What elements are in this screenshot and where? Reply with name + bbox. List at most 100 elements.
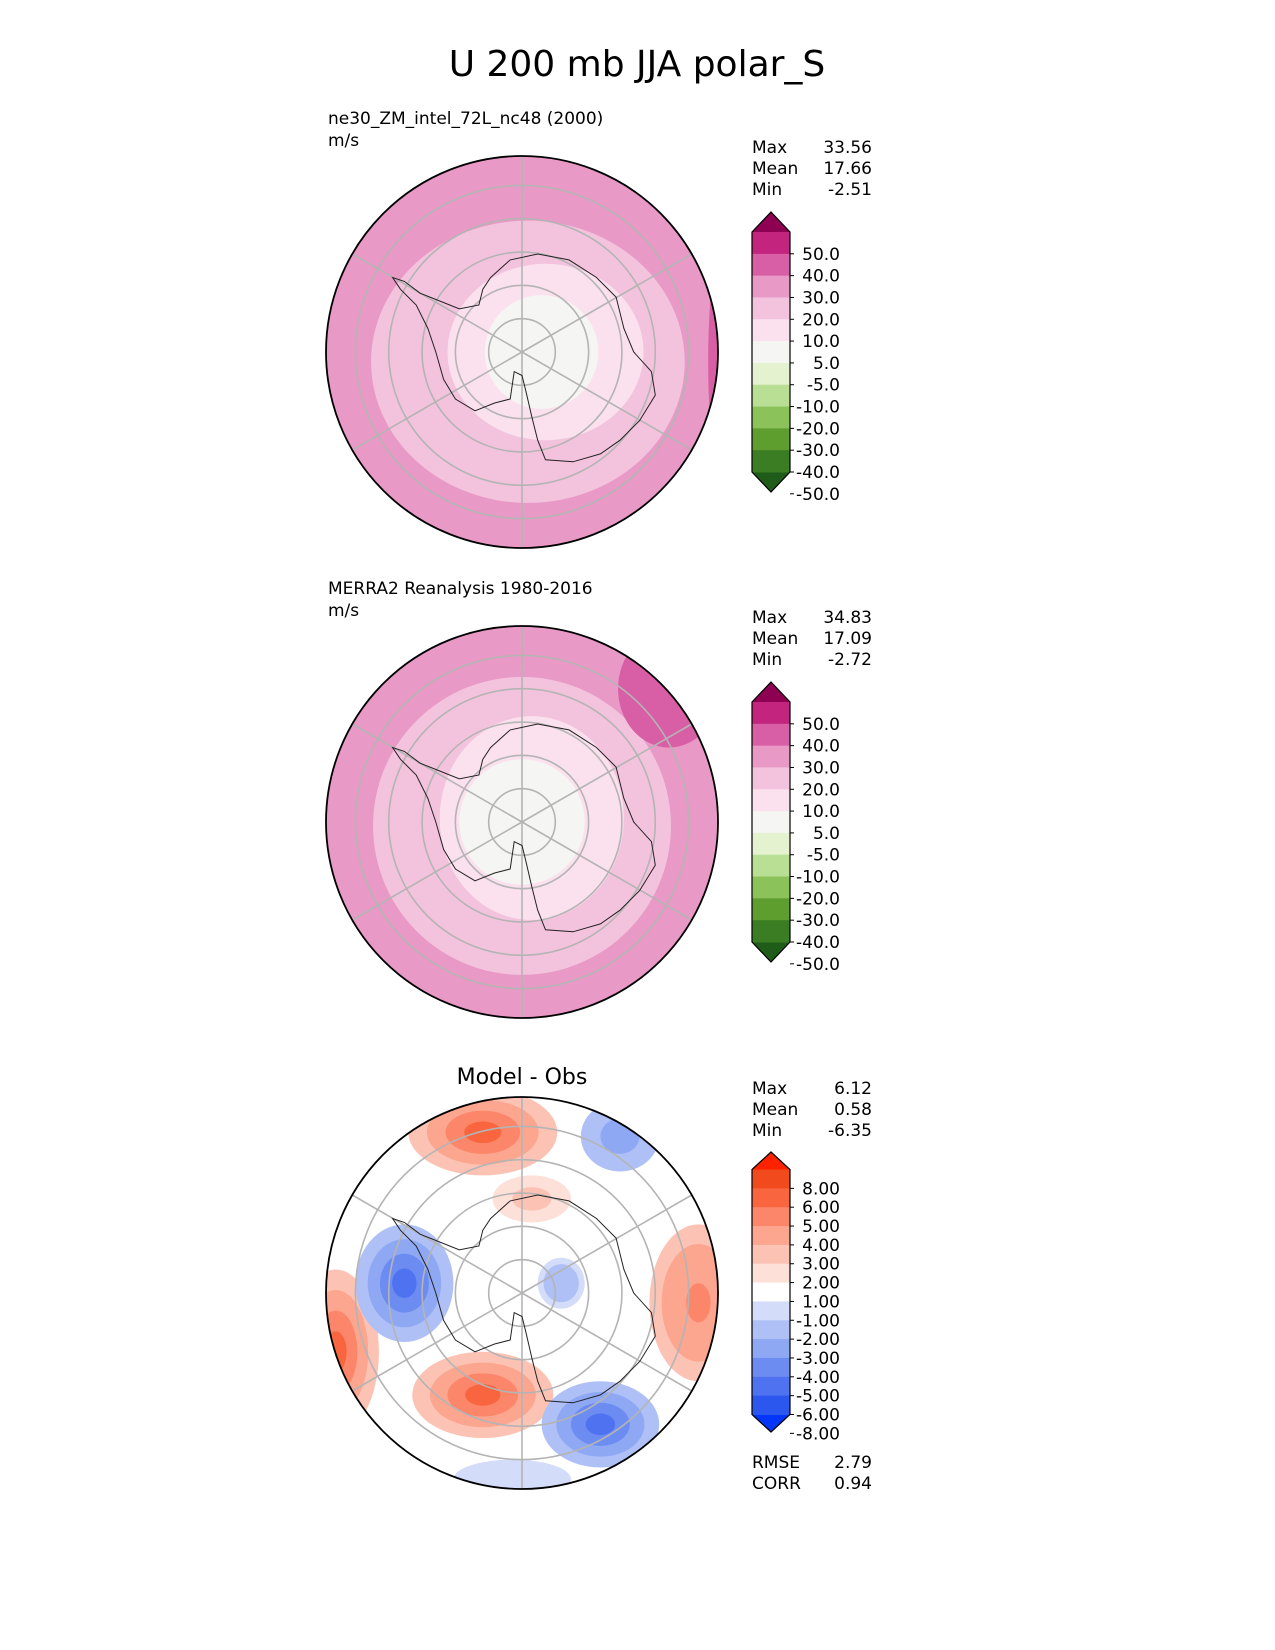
colorbar-segment-6	[752, 362, 790, 386]
colorbar-segment-0	[752, 702, 790, 725]
colorbar-tick-label-4: 10.0	[802, 332, 840, 352]
map-border	[325, 1096, 719, 1490]
colorbar-segment-5	[752, 341, 790, 364]
meridian-5	[521, 253, 693, 353]
colorbar-segment-8	[752, 406, 790, 429]
stat-label-max: Max	[752, 138, 787, 158]
colorbar-segment-3	[752, 1226, 790, 1246]
contour-spot-4-3	[522, 1193, 542, 1205]
contour-spot-6-3	[585, 1413, 616, 1436]
figure-title: U 200 mb JJA polar_S	[449, 44, 826, 85]
stat-value-max: 6.12	[834, 1079, 872, 1099]
panels: ne30_ZM_intel_72L_nc48 (2000)m/s Max 33.56…	[325, 109, 872, 1494]
colorbar-tick-label-7: -10.0	[796, 868, 840, 888]
panel-title-line: ne30_ZM_intel_72L_nc48 (2000)	[328, 109, 603, 129]
colorbar-tick-label-3: 20.0	[802, 310, 840, 330]
colorbar-segment-12	[752, 1395, 790, 1415]
colorbar-segment-10	[752, 1357, 790, 1378]
colorbar-segment-7	[752, 384, 790, 408]
meridian-2	[351, 821, 523, 921]
colorbar: 8.006.005.004.003.002.001.00-1.00-2.00-3…	[751, 1151, 840, 1444]
colorbar-segment-9	[752, 1339, 790, 1359]
colorbar-tick-label-3: 20.0	[802, 780, 840, 800]
colorbar-tick-label-13: -8.00	[796, 1424, 840, 1444]
colorbar-segment-10	[752, 920, 790, 943]
antarctica-coastline	[391, 1194, 656, 1404]
graticule	[351, 156, 693, 548]
meridian-5	[521, 1194, 693, 1294]
colorbar-segment-2	[752, 275, 790, 298]
colorbar-tick-label-2: 30.0	[802, 288, 840, 308]
colorbar-segment-6	[752, 832, 790, 856]
colorbar-segment-2	[752, 1207, 790, 1227]
colorbar-tick-label-0: 50.0	[802, 715, 840, 735]
meridian-2	[351, 1292, 523, 1392]
meridian-5	[521, 723, 693, 823]
contour-spot-5-3	[392, 1268, 417, 1298]
contour-spot-7-3	[610, 1127, 630, 1146]
colorbar-tick-label-11: -50.0	[796, 955, 840, 975]
colorbar-tick-label-6: -5.0	[807, 846, 840, 866]
antarctica-coastline	[391, 253, 656, 463]
colorbar-tick-label-6: -5.0	[807, 376, 840, 396]
colorbar-tick-label-8: -2.00	[796, 1330, 840, 1350]
map-field	[326, 1097, 718, 1489]
meridian-1	[351, 723, 523, 823]
colorbar-tick-label-2: 5.00	[802, 1217, 840, 1237]
stat-label-min: Min	[752, 650, 782, 670]
colorbar-segment-4	[752, 319, 790, 342]
contour-band-3	[484, 295, 599, 409]
colorbar-segment-11	[752, 1376, 790, 1397]
graticule	[351, 1097, 693, 1489]
graticule	[351, 626, 693, 1018]
colorbar-tick-label-10: -40.0	[796, 463, 840, 483]
colorbar-segment-4	[752, 789, 790, 812]
field-contours	[326, 156, 718, 548]
map-field	[326, 156, 718, 548]
colorbar-tick-label-1: 6.00	[802, 1198, 840, 1218]
colorbar-tick-label-4: 3.00	[802, 1255, 840, 1275]
stat-value-rmse: 2.79	[834, 1453, 872, 1473]
colorbar-tick-label-5: 5.0	[813, 354, 840, 374]
colorbar-segment-8	[752, 1320, 790, 1340]
colorbar-tick-label-0: 50.0	[802, 245, 840, 265]
colorbar-tick-label-7: -1.00	[796, 1311, 840, 1331]
meridian-1	[351, 253, 523, 353]
colorbar-segment-1	[752, 1188, 790, 1208]
map-border	[325, 155, 719, 549]
colorbar-extend-top	[752, 212, 790, 232]
colorbar-extend-bottom	[752, 942, 790, 962]
meridian-2	[351, 351, 523, 451]
colorbar-extend-top	[752, 1152, 790, 1170]
colorbar: 50.040.030.020.010.05.0-5.0-10.0-20.0-30…	[751, 681, 840, 975]
antarctica-coastline	[391, 723, 656, 933]
panel-title-line: m/s	[328, 601, 359, 621]
colorbar-tick-label-8: -20.0	[796, 419, 840, 439]
colorbar-segment-0	[752, 1169, 790, 1189]
colorbar-segment-10	[752, 450, 790, 473]
colorbar-extend-top	[752, 682, 790, 702]
colorbar-tick-label-10: -40.0	[796, 933, 840, 953]
stat-value-min: -2.72	[828, 650, 872, 670]
stat-value-mean: 17.66	[823, 159, 872, 179]
colorbar-tick-label-9: -3.00	[796, 1349, 840, 1369]
colorbar-tick-label-11: -5.00	[796, 1387, 840, 1407]
panel-center-title: Model - Obs	[457, 1065, 588, 1090]
colorbar-segment-7	[752, 1301, 790, 1321]
colorbar-segment-7	[752, 854, 790, 878]
map-border	[325, 625, 719, 1019]
colorbar-segment-6	[752, 1282, 790, 1302]
stat-label-min: Min	[752, 1121, 782, 1141]
stat-label-corr: CORR	[752, 1474, 801, 1494]
stat-label-mean: Mean	[752, 629, 798, 649]
colorbar-segment-9	[752, 898, 790, 921]
colorbar-segment-1	[752, 723, 790, 747]
colorbar-segment-4	[752, 1244, 790, 1265]
colorbar-tick-label-7: -10.0	[796, 398, 840, 418]
colorbar-tick-label-9: -30.0	[796, 441, 840, 461]
colorbar-segment-1	[752, 253, 790, 277]
stat-value-min: -6.35	[828, 1121, 872, 1141]
contour-spot-9-3	[497, 1474, 527, 1485]
stat-label-mean: Mean	[752, 159, 798, 179]
